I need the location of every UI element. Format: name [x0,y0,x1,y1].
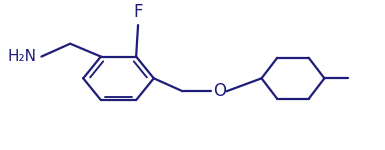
Text: O: O [213,82,226,100]
Text: H₂N: H₂N [8,49,37,64]
Text: F: F [133,3,143,21]
